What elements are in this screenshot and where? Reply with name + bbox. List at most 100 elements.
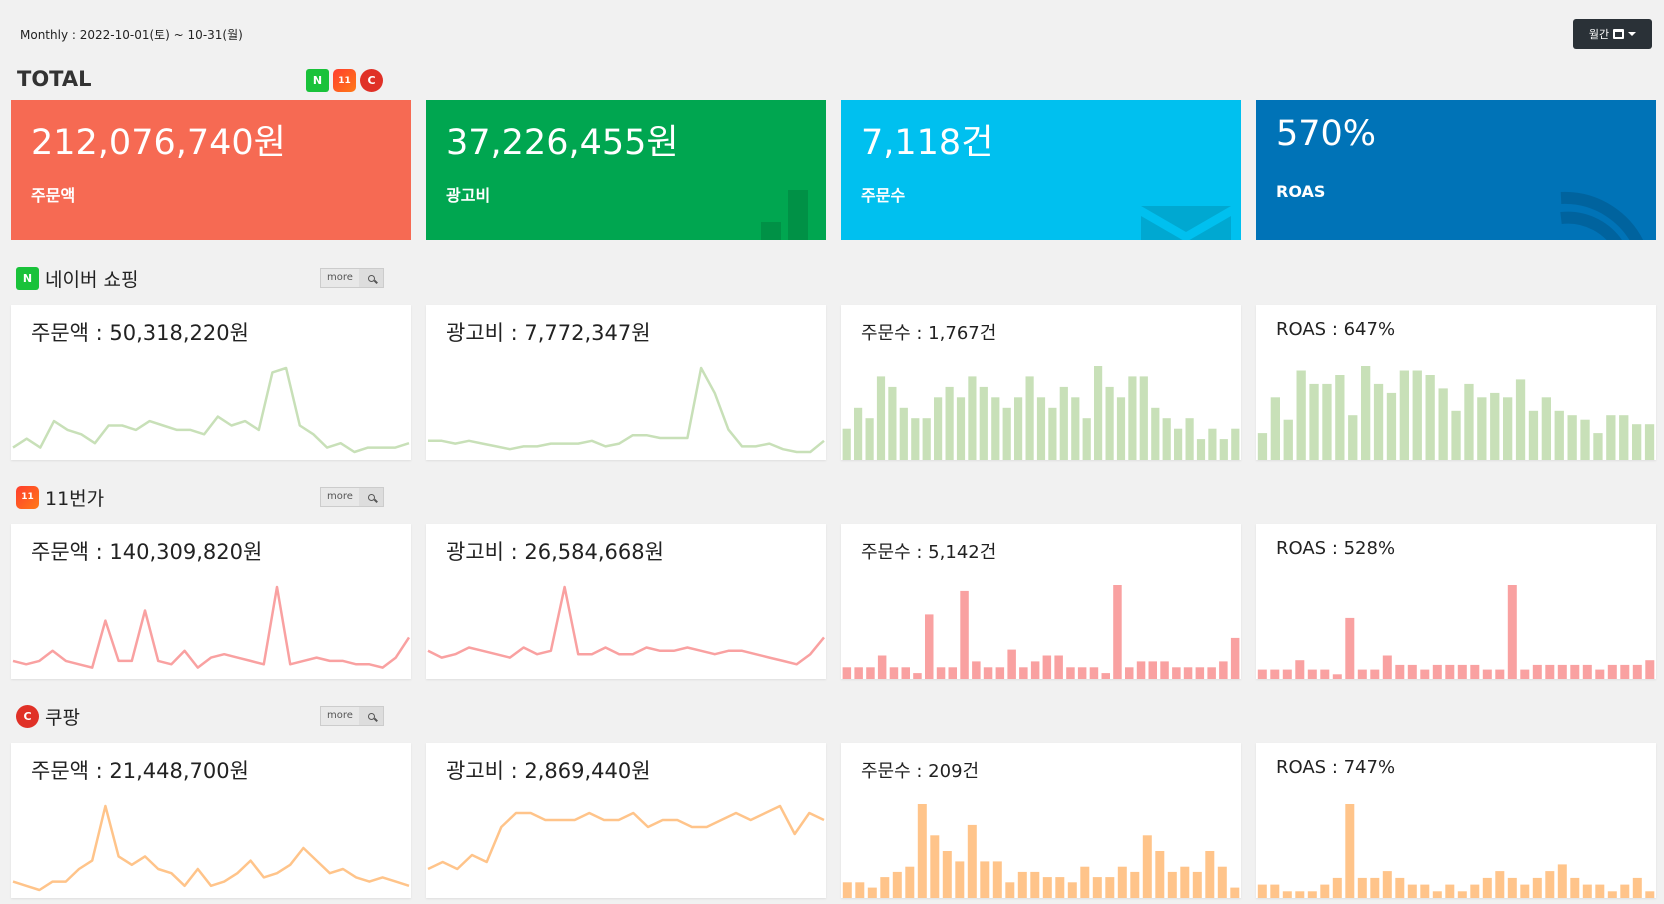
metric-card-ad-spend: 광고비 : 26,584,668원 bbox=[426, 524, 826, 679]
bar bbox=[1205, 851, 1215, 898]
bar bbox=[1370, 669, 1380, 679]
series-line bbox=[12, 366, 410, 454]
bar bbox=[1257, 669, 1267, 679]
bar bbox=[1042, 877, 1052, 898]
bar bbox=[888, 386, 897, 460]
bar bbox=[1412, 370, 1422, 460]
bar bbox=[1307, 669, 1317, 679]
bar bbox=[1606, 415, 1616, 460]
caret-down-icon bbox=[1628, 32, 1637, 36]
metric-card-title: 주문액 : 50,318,220원 bbox=[31, 321, 249, 345]
bar bbox=[1282, 669, 1292, 679]
bar bbox=[1557, 664, 1567, 679]
sparkline-chart bbox=[12, 585, 411, 669]
bar bbox=[1192, 871, 1202, 898]
bar bbox=[867, 887, 877, 898]
bar bbox=[877, 655, 887, 679]
more-label: more bbox=[321, 488, 359, 506]
bar-chart bbox=[842, 804, 1240, 898]
bar bbox=[1105, 386, 1114, 460]
more-label: more bbox=[321, 269, 359, 287]
kpi-label: 주문액 bbox=[31, 186, 76, 205]
bar bbox=[980, 861, 990, 898]
bar bbox=[1113, 585, 1122, 679]
bar bbox=[1432, 664, 1442, 679]
section-header-11st: 11 11번가 bbox=[16, 483, 104, 511]
bar bbox=[1025, 376, 1034, 460]
more-button-naver[interactable]: more bbox=[320, 268, 384, 288]
bar bbox=[1457, 664, 1467, 679]
bar bbox=[945, 386, 954, 460]
bar bbox=[1320, 669, 1330, 679]
bar bbox=[1407, 664, 1417, 679]
bar bbox=[1332, 877, 1342, 898]
metric-card-title: 주문수 : 5,142건 bbox=[861, 542, 997, 563]
bar bbox=[1180, 866, 1190, 898]
metric-card-order-amount: 주문액 : 50,318,220원 bbox=[11, 305, 411, 460]
bar bbox=[934, 397, 943, 460]
bar bbox=[1595, 884, 1605, 898]
envelope-icon bbox=[1141, 206, 1231, 240]
more-button-11st[interactable]: more bbox=[320, 487, 384, 507]
bar bbox=[1593, 433, 1603, 460]
bar bbox=[1545, 871, 1555, 898]
series-line bbox=[427, 585, 825, 666]
kpi-value: 212,076,740원 bbox=[31, 123, 286, 163]
bar bbox=[1520, 884, 1530, 898]
bar bbox=[889, 667, 899, 679]
coupang-icon: C bbox=[16, 704, 39, 728]
bar bbox=[842, 882, 852, 898]
period-select-button[interactable]: 월간 bbox=[1573, 19, 1652, 49]
bar bbox=[1270, 397, 1280, 460]
bar bbox=[1620, 664, 1630, 679]
naver-icon: N bbox=[306, 69, 329, 92]
bar bbox=[1373, 383, 1384, 460]
bar bbox=[1071, 397, 1080, 460]
kpi-order-amount: 212,076,740원 주문액 bbox=[11, 100, 411, 240]
metric-card-title: ROAS : 528% bbox=[1276, 538, 1396, 559]
bar bbox=[1036, 397, 1046, 460]
bar bbox=[1495, 871, 1505, 898]
bar bbox=[1155, 851, 1165, 898]
sparkline-chart bbox=[427, 804, 825, 871]
bar bbox=[899, 407, 908, 460]
kpi-order-count: 7,118건 주문수 bbox=[841, 100, 1241, 240]
bar bbox=[1470, 884, 1480, 898]
sparkline-chart bbox=[12, 804, 410, 892]
metric-card-roas: ROAS : 528% bbox=[1256, 524, 1656, 679]
bar bbox=[1507, 877, 1517, 898]
channel-badges: N 11 C bbox=[306, 69, 383, 92]
bar bbox=[1230, 637, 1240, 679]
bar bbox=[1386, 392, 1397, 460]
metric-card-title: 광고비 : 2,869,440원 bbox=[446, 759, 651, 783]
bar bbox=[1620, 884, 1630, 898]
bar bbox=[1357, 877, 1367, 898]
kpi-ad-spend: 37,226,455원 광고비 bbox=[426, 100, 826, 240]
bar bbox=[1348, 415, 1358, 460]
bar bbox=[1490, 392, 1500, 460]
bar bbox=[1208, 428, 1217, 460]
bar-chart bbox=[1257, 585, 1655, 679]
section-title: 11번가 bbox=[45, 487, 105, 510]
bar bbox=[1541, 397, 1551, 460]
bar bbox=[1195, 667, 1205, 679]
bar bbox=[1582, 664, 1592, 679]
bar bbox=[1219, 661, 1228, 679]
bar-chart bbox=[1257, 366, 1655, 460]
bar bbox=[1477, 397, 1487, 460]
bar bbox=[1148, 661, 1157, 679]
more-button-coupang[interactable]: more bbox=[320, 706, 384, 726]
kpi-value: 570% bbox=[1276, 114, 1377, 154]
bar bbox=[1270, 884, 1280, 898]
bar bbox=[1457, 891, 1467, 898]
metric-card-order-count: 주문수 : 5,142건 bbox=[841, 524, 1241, 679]
bar bbox=[880, 877, 890, 898]
metric-card-title: 주문액 : 140,309,820원 bbox=[31, 540, 263, 564]
bar bbox=[1077, 667, 1087, 679]
bar bbox=[1557, 864, 1567, 898]
bar bbox=[1632, 877, 1642, 898]
bar bbox=[1257, 433, 1268, 460]
bar bbox=[956, 397, 966, 460]
coupang-icon: C bbox=[360, 69, 383, 92]
bar bbox=[1395, 664, 1405, 679]
